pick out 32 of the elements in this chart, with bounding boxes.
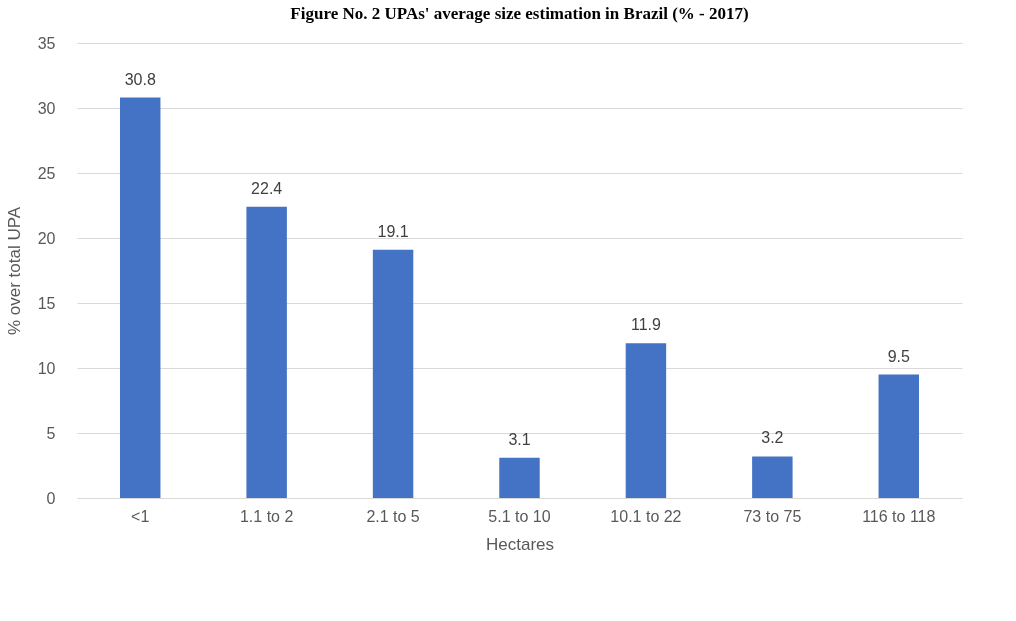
x-tick-label: <1 <box>131 507 150 525</box>
y-axis-title: % over total UPA <box>4 206 24 336</box>
x-tick-label: 5.1 to 10 <box>488 507 551 525</box>
y-tick-label: 0 <box>46 489 56 507</box>
bar <box>119 97 161 498</box>
x-axis-title: Hectares <box>485 534 555 554</box>
bar <box>372 249 414 498</box>
data-label: 9.5 <box>887 347 910 365</box>
chart-title: Figure No. 2 UPAs' average size estimation in Brazil (% - 2017) <box>290 4 749 23</box>
data-label: 19.1 <box>377 222 409 240</box>
y-tick-label: 15 <box>37 294 56 312</box>
y-tick-label: 30 <box>37 99 56 117</box>
x-tick-label: 116 to 118 <box>862 507 936 525</box>
y-tick-label: 25 <box>37 164 56 182</box>
bar <box>878 374 920 498</box>
data-label: 11.9 <box>630 316 662 334</box>
bar <box>246 206 287 498</box>
data-label: 3.2 <box>761 429 784 447</box>
bar <box>752 456 793 498</box>
y-tick-label: 10 <box>37 359 56 377</box>
y-tick-label: 20 <box>37 229 56 247</box>
y-tick-label: 35 <box>37 34 56 52</box>
x-tick-label: 1.1 to 2 <box>239 507 294 525</box>
x-tick-label: 73 to 75 <box>743 507 802 525</box>
bar <box>499 457 540 498</box>
y-tick-label: 5 <box>46 424 56 442</box>
data-label: 22.4 <box>251 179 283 197</box>
bar <box>625 343 667 498</box>
x-tick-label: 10.1 to 22 <box>610 507 682 525</box>
x-tick-label: 2.1 to 5 <box>366 507 420 525</box>
data-label: 3.1 <box>508 430 531 448</box>
data-label: 30.8 <box>124 70 156 88</box>
